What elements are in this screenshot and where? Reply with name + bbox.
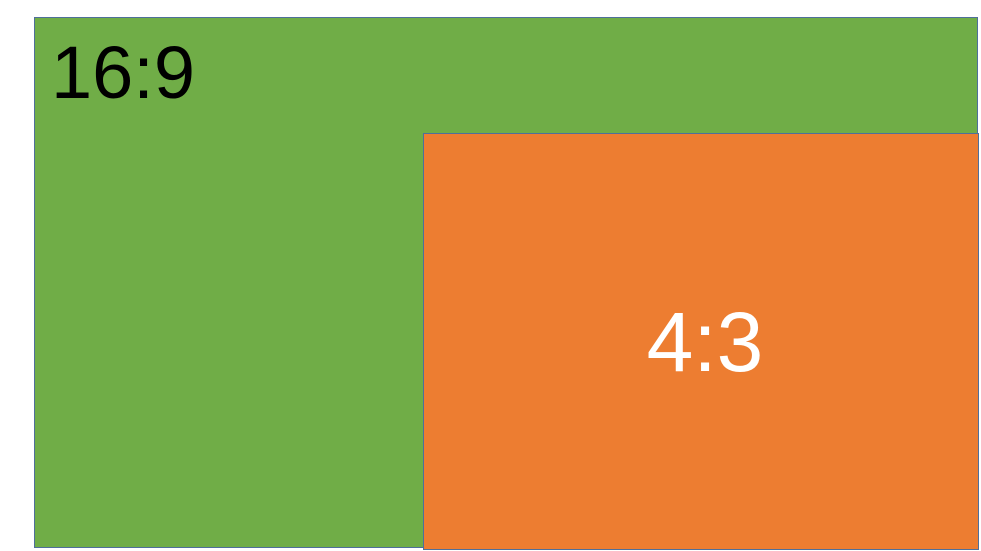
aspect-4-3-label: 4:3 — [646, 294, 764, 389]
aspect-4-3-box: 4:3 — [423, 133, 979, 550]
aspect-16-9-label: 16:9 — [51, 31, 196, 114]
